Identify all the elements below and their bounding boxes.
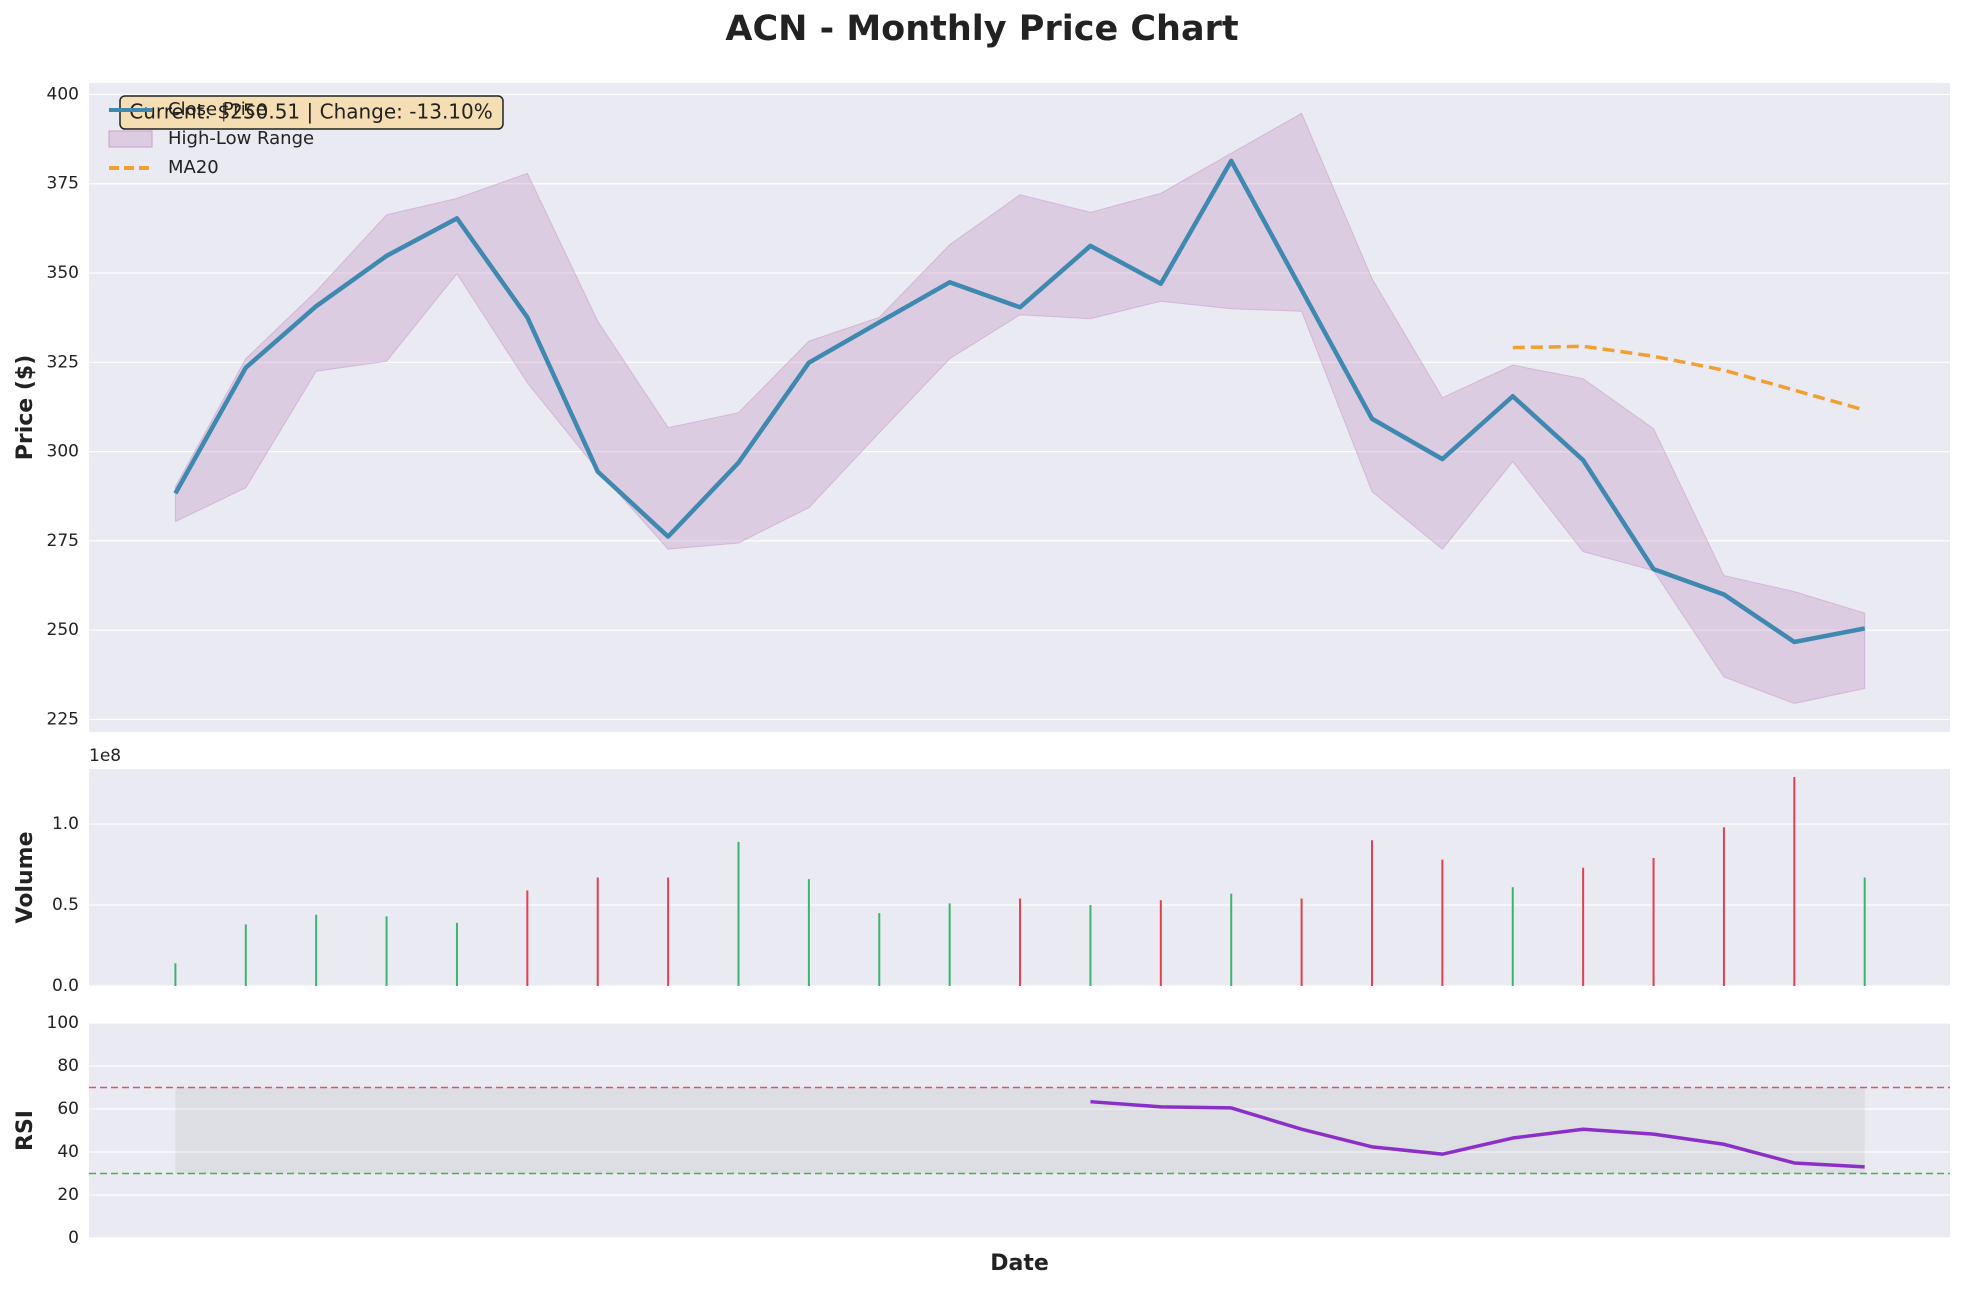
volume-bar xyxy=(948,903,951,986)
volume-bar xyxy=(315,914,318,986)
volume-bar xyxy=(174,963,177,986)
volume-bar xyxy=(1370,840,1373,986)
volume-bar xyxy=(1089,905,1092,986)
y-axis-label: Volume xyxy=(13,832,38,924)
plot-background xyxy=(89,83,1950,732)
y-tick-label: 225 xyxy=(47,709,79,729)
y-tick-label: 100 xyxy=(47,1013,79,1033)
y-tick-label: 250 xyxy=(47,620,79,640)
legend-swatch xyxy=(108,130,153,148)
y-tick-label: 400 xyxy=(47,84,79,104)
volume-bar xyxy=(1793,777,1796,986)
volume-bar xyxy=(385,916,388,986)
volume-bar xyxy=(878,913,881,986)
y-tick-label: 40 xyxy=(57,1142,79,1162)
volume-bar xyxy=(244,924,247,986)
y-tick-label: 0.5 xyxy=(52,895,79,915)
volume-bar xyxy=(526,890,529,986)
y-tick-label: 300 xyxy=(47,442,79,462)
volume-bar xyxy=(1652,858,1655,986)
volume-bar xyxy=(1159,900,1162,986)
annotation-box xyxy=(119,95,504,130)
volume-bar xyxy=(1722,827,1725,986)
volume-bar xyxy=(737,841,740,986)
y-axis-label: Price ($) xyxy=(13,355,38,461)
volume-bar xyxy=(596,877,599,986)
plot-background xyxy=(89,1023,1950,1238)
volume-bar xyxy=(667,877,670,986)
y-tick-label: 20 xyxy=(57,1185,79,1205)
price-line xyxy=(1512,344,1866,412)
y-tick-label: 0.0 xyxy=(52,976,79,996)
y-tick-label: 0 xyxy=(68,1228,79,1248)
y-tick-label: 375 xyxy=(47,174,79,194)
legend-label: MA20 xyxy=(168,157,219,178)
axis-offset-label: 1e8 xyxy=(89,746,121,766)
volume-bar xyxy=(1441,859,1444,986)
rsi-line xyxy=(1090,1099,1865,1169)
volume-bar xyxy=(455,922,458,986)
y-tick-label: 60 xyxy=(57,1099,79,1119)
chart-title: ACN - Monthly Price Chart xyxy=(725,9,1238,49)
x-axis-label: Date xyxy=(990,1251,1049,1276)
volume-bar xyxy=(1019,898,1022,986)
legend-label: Close Price xyxy=(168,99,267,120)
y-tick-label: 350 xyxy=(47,263,79,283)
y-axis-label: RSI xyxy=(13,1110,38,1151)
y-tick-label: 1.0 xyxy=(52,814,79,834)
volume-bar xyxy=(1230,893,1233,986)
volume-bar xyxy=(1300,898,1303,986)
volume-bar xyxy=(1582,867,1585,986)
volume-bar xyxy=(1511,887,1514,986)
price-line xyxy=(173,158,1866,645)
legend-label: High-Low Range xyxy=(168,128,314,149)
volume-bar xyxy=(807,879,810,986)
y-tick-label: 80 xyxy=(57,1056,79,1076)
y-tick-label: 325 xyxy=(47,352,79,372)
y-tick-label: 275 xyxy=(47,531,79,551)
volume-bar xyxy=(1863,877,1866,986)
annotation: Current: $250.51 | Change: -13.10% xyxy=(129,100,493,124)
